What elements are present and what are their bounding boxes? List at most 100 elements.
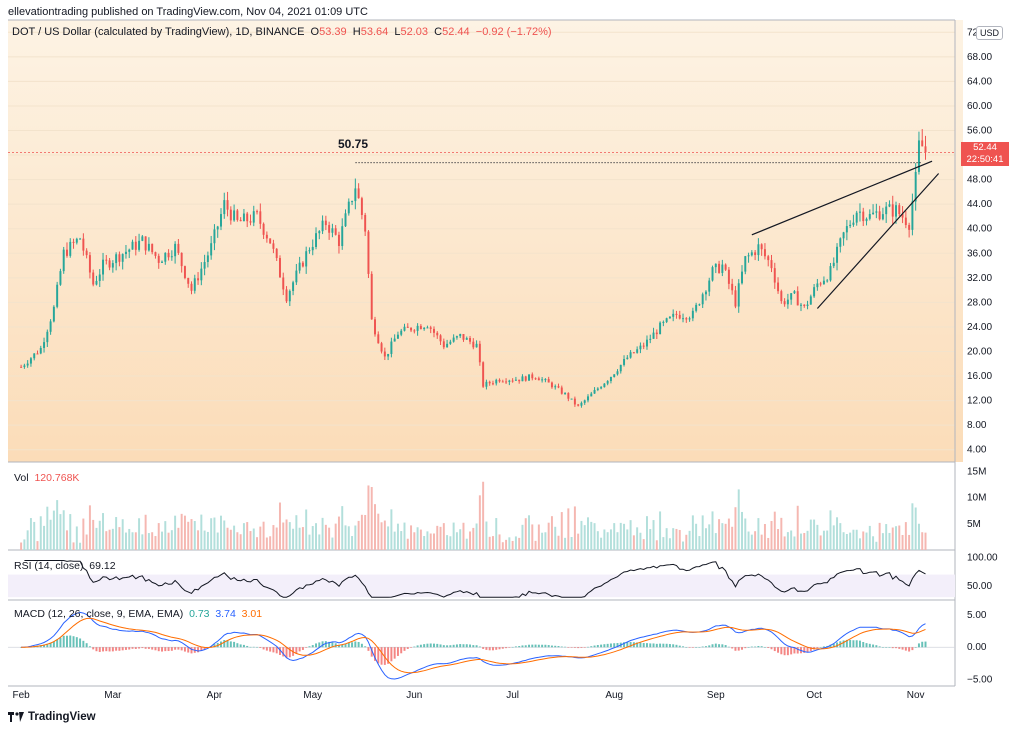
candle-body <box>573 398 576 405</box>
candle-body <box>357 188 360 199</box>
volume-bar <box>426 531 429 550</box>
candle-body <box>800 304 802 306</box>
volume-bar <box>75 526 78 550</box>
candle-body <box>416 325 419 331</box>
currency-badge[interactable]: USD <box>976 26 1004 40</box>
candle-body <box>360 198 363 215</box>
volume-bar <box>72 542 75 550</box>
macd-histogram-bar <box>557 646 560 648</box>
macd-histogram-bar <box>914 647 917 648</box>
candle-body <box>118 254 121 262</box>
candle-body <box>442 341 445 348</box>
volume-bar <box>239 534 242 550</box>
candle-body <box>161 261 163 263</box>
candle-body <box>528 374 530 381</box>
macd-histogram-bar <box>367 647 370 651</box>
macd-histogram-bar <box>144 647 147 649</box>
volume-bar <box>459 529 462 550</box>
volume-bar <box>836 517 839 550</box>
macd-histogram-bar <box>862 642 865 648</box>
volume-bar <box>423 536 426 550</box>
volume-bar <box>668 538 671 550</box>
volume-bar <box>652 520 655 550</box>
macd-histogram-bar <box>469 644 472 648</box>
volume-bar <box>793 536 796 550</box>
candle-body <box>134 241 137 250</box>
volume-bar <box>704 528 707 550</box>
macd-histogram-bar <box>65 635 68 648</box>
macd-histogram-bar <box>164 647 167 652</box>
candle-body <box>665 318 668 322</box>
candle-body <box>367 231 370 274</box>
macd-histogram-bar <box>790 647 793 655</box>
x-tick-label: May <box>303 690 322 701</box>
macd-histogram-bar <box>138 647 141 649</box>
volume-bar <box>501 542 504 550</box>
macd-histogram-bar <box>436 643 439 648</box>
volume-bar <box>259 526 262 550</box>
volume-bar <box>596 531 599 550</box>
volume-bar <box>727 518 730 550</box>
macd-histogram-bar <box>645 643 648 648</box>
trendline-lower <box>816 173 940 309</box>
macd-histogram-bar <box>419 644 422 648</box>
candle-body <box>777 282 780 292</box>
candles-layer <box>20 129 927 408</box>
macd-histogram-bar <box>177 647 180 650</box>
candle-body <box>187 277 190 284</box>
macd-histogram-bar <box>567 647 570 648</box>
candle-body <box>895 205 898 217</box>
candle-body <box>43 342 46 348</box>
candle-body <box>819 283 822 285</box>
volume-bar <box>233 525 236 550</box>
macd-histogram-bar <box>278 647 281 656</box>
volume-bar <box>347 526 350 550</box>
candle-body <box>678 314 681 319</box>
volume-bar <box>33 521 36 550</box>
macd-histogram-bar <box>308 646 311 648</box>
macd-histogram-bar <box>305 647 308 648</box>
volume-bar <box>672 528 675 550</box>
volume-bar <box>852 529 855 550</box>
candle-body <box>26 363 29 366</box>
volume-bar <box>878 522 881 550</box>
macd-histogram-bar <box>691 647 694 648</box>
volume-bar <box>272 525 275 550</box>
macd-histogram-bar <box>616 643 619 648</box>
candle-body <box>354 188 357 202</box>
volume-bar <box>809 519 812 550</box>
candle-body <box>580 402 583 406</box>
macd-histogram-bar <box>347 642 350 648</box>
volume-bar <box>606 532 609 550</box>
volume-bar <box>734 507 737 550</box>
candle-body <box>95 280 98 285</box>
volume-bar <box>875 541 878 550</box>
volume-bar <box>226 527 229 550</box>
volume-bar <box>187 521 190 550</box>
macd-histogram-bar <box>885 647 888 648</box>
candle-body <box>731 283 734 291</box>
macd-histogram-bar <box>259 647 262 648</box>
volume-bar <box>462 522 465 550</box>
candle-body <box>79 238 82 240</box>
candle-body <box>675 313 678 315</box>
volume-bar <box>26 530 29 550</box>
volume-bar <box>115 517 118 550</box>
candle-body <box>498 379 501 382</box>
macd-histogram-bar <box>265 647 268 651</box>
macd-histogram-bar <box>777 647 780 653</box>
volume-bar <box>750 534 753 550</box>
candle-body <box>904 217 907 226</box>
macd-histogram-bar <box>521 645 524 648</box>
candle-body <box>809 296 812 305</box>
candle-body <box>875 211 878 213</box>
volume-bar <box>298 527 301 550</box>
volume-bar <box>865 532 868 550</box>
volume-bar <box>390 509 393 550</box>
tradingview-footer[interactable]: TradingView <box>8 711 96 723</box>
macd-histogram-bar <box>531 644 534 648</box>
macd-histogram-bar <box>288 647 291 658</box>
price-tick-label: 40.00 <box>967 224 992 235</box>
volume-bar <box>39 516 42 550</box>
